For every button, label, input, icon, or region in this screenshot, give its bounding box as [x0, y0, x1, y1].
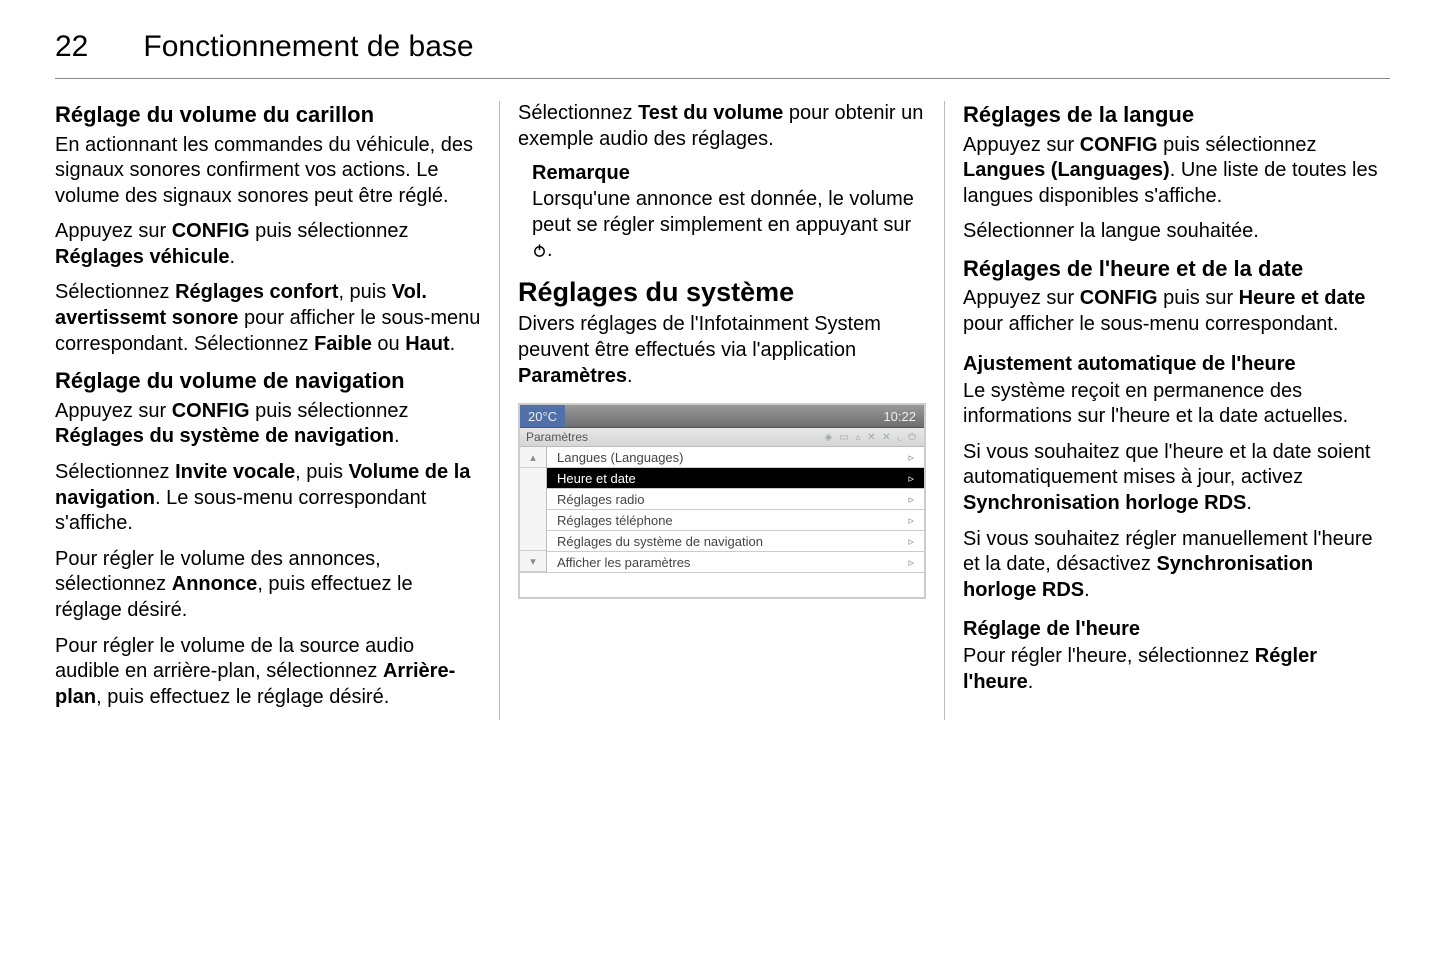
heading-language-settings: Réglages de la langue	[963, 101, 1390, 129]
columns: Réglage du volume du carillon En actionn…	[55, 101, 1390, 720]
power-icon	[532, 240, 547, 266]
paragraph: Le système reçoit en permanence des info…	[963, 379, 1390, 430]
column-3: Réglages de la langue Appuyez sur CONFIG…	[945, 101, 1390, 720]
scroll-up-icon: ▴	[520, 447, 546, 468]
chevron-right-icon: ▹	[908, 472, 914, 485]
menu-item-languages: Langues (Languages)▹	[547, 447, 924, 468]
chevron-right-icon: ▹	[908, 451, 914, 464]
chevron-right-icon: ▹	[908, 493, 914, 506]
shot-temperature: 20°C	[520, 405, 565, 427]
paragraph: Sélectionnez Invite vocale, puis Volume …	[55, 460, 481, 537]
manual-page: 22 Fonctionnement de base Réglage du vol…	[0, 0, 1445, 965]
paragraph: Appuyez sur CONFIG puis sélectionnez Lan…	[963, 133, 1390, 210]
paragraph: Sélectionnez Réglages confort, puis Vol.…	[55, 280, 481, 357]
column-2: Sélectionnez Test du volume pour obtenir…	[500, 101, 945, 720]
note-block: Remarque Lorsqu'une annonce est donnée, …	[532, 162, 926, 266]
shot-footer	[520, 572, 924, 597]
menu-item-radio: Réglages radio▹	[547, 489, 924, 510]
shot-clock: 10:22	[875, 409, 924, 424]
paragraph: Pour régler le volume de la source audio…	[55, 634, 481, 711]
heading-chime-volume: Réglage du volume du carillon	[55, 101, 481, 129]
menu-item-display-params: Afficher les paramètres▹	[547, 552, 924, 572]
paragraph: Appuyez sur CONFIG puis sélectionnez Rég…	[55, 399, 481, 450]
heading-nav-volume: Réglage du volume de navigation	[55, 367, 481, 395]
menu-item-phone: Réglages téléphone▹	[547, 510, 924, 531]
shot-scrollbar: ▴ ▾	[520, 447, 547, 572]
shot-body: ▴ ▾ Langues (Languages)▹ Heure et date▹ …	[520, 447, 924, 572]
paragraph: Divers réglages de l'Infotainment System…	[518, 312, 926, 389]
infotainment-screenshot: 20°C 10:22 Paramètres ◈ ▭ ▵ ✕ ✕ ◟ ⏻ ▴ ▾ …	[518, 403, 926, 599]
heading-system-settings: Réglages du système	[518, 276, 926, 308]
chapter-title: Fonctionnement de base	[143, 30, 473, 64]
page-number: 22	[55, 30, 88, 64]
heading-auto-time-adjust: Ajustement automatique de l'heure	[963, 352, 1390, 377]
paragraph: En actionnant les commandes du véhicule,…	[55, 133, 481, 210]
scroll-down-icon: ▾	[520, 551, 546, 572]
chevron-right-icon: ▹	[908, 556, 914, 569]
heading-time-date-settings: Réglages de l'heure et de la date	[963, 255, 1390, 283]
heading-set-time: Réglage de l'heure	[963, 617, 1390, 642]
menu-item-nav-system: Réglages du système de navigation▹	[547, 531, 924, 552]
note-text: Lorsqu'une annonce est donnée, le volume…	[532, 187, 926, 266]
shot-sub-bar: Paramètres ◈ ▭ ▵ ✕ ✕ ◟ ⏻	[520, 428, 924, 447]
paragraph: Si vous souhaitez régler manuellement l'…	[963, 527, 1390, 604]
note-title: Remarque	[532, 162, 926, 185]
paragraph: Si vous souhaitez que l'heure et la date…	[963, 440, 1390, 517]
shot-menu-list: Langues (Languages)▹ Heure et date▹ Régl…	[547, 447, 924, 572]
shot-status-icons: ◈ ▭ ▵ ✕ ✕ ◟ ⏻	[825, 432, 918, 443]
chevron-right-icon: ▹	[908, 514, 914, 527]
column-1: Réglage du volume du carillon En actionn…	[55, 101, 500, 720]
menu-item-time-date: Heure et date▹	[547, 468, 924, 489]
shot-top-bar: 20°C 10:22	[520, 405, 924, 428]
paragraph: Appuyez sur CONFIG puis sélectionnez Rég…	[55, 219, 481, 270]
shot-panel-title: Paramètres	[526, 430, 825, 444]
paragraph: Appuyez sur CONFIG puis sur Heure et dat…	[963, 286, 1390, 337]
page-header: 22 Fonctionnement de base	[55, 30, 1390, 79]
paragraph: Sélectionnez Test du volume pour obtenir…	[518, 101, 926, 152]
chevron-right-icon: ▹	[908, 535, 914, 548]
paragraph: Pour régler le volume des annonces, séle…	[55, 547, 481, 624]
paragraph: Pour régler l'heure, sélectionnez Régler…	[963, 644, 1390, 695]
paragraph: Sélectionner la langue souhaitée.	[963, 219, 1390, 245]
